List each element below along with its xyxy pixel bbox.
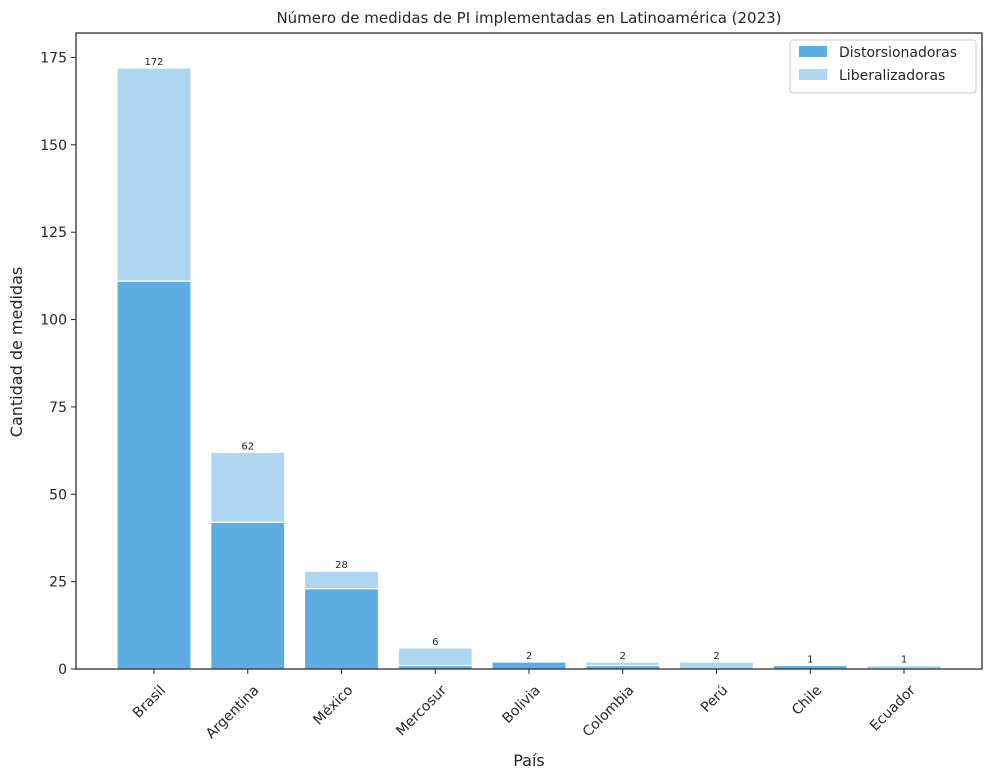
bar-liberalizadoras <box>303 570 380 590</box>
x-tick-label: Brasil <box>130 683 169 722</box>
bar-distorsionadoras <box>303 588 380 670</box>
bar-total-label: 62 <box>241 441 254 452</box>
y-tick-label: 0 <box>58 662 67 678</box>
bar-liberalizadoras <box>210 451 286 523</box>
bar-total-label: 2 <box>713 651 719 662</box>
x-tick-label: Perú <box>698 683 731 716</box>
bar-total-label: 1 <box>807 655 813 666</box>
plot-frame <box>75 32 983 670</box>
legend-box <box>789 39 977 94</box>
x-tick-label: Argentina <box>203 683 263 743</box>
y-tick-label: 175 <box>40 50 67 66</box>
legend-swatch <box>799 46 827 57</box>
legend-label: Distorsionadoras <box>839 45 957 61</box>
y-tick-label: 50 <box>49 487 67 503</box>
bar-total-label: 28 <box>335 560 348 571</box>
x-tick-label: Colombia <box>580 683 638 741</box>
legend-label: Liberalizadoras <box>839 68 945 84</box>
x-tick-label: Ecuador <box>867 682 919 734</box>
y-tick-label: 100 <box>40 313 67 329</box>
bar-liberalizadoras <box>116 67 192 282</box>
legend: Distorsionadoras Liberalizadoras <box>789 39 977 94</box>
y-axis: 0 25 50 75 100 125 150 175 <box>40 50 76 678</box>
y-axis-label: Cantidad de medidas <box>7 267 26 437</box>
bar-distorsionadoras <box>210 521 286 670</box>
bar-total-label: 2 <box>620 651 626 662</box>
bar-liberalizadoras <box>585 661 661 667</box>
bar-distorsionadoras <box>116 280 192 670</box>
y-tick-label: 125 <box>40 225 67 241</box>
x-axis: Brasil Argentina México Mercosur Bolivia Colo… <box>130 669 919 742</box>
bar-distorsionadoras <box>491 661 567 670</box>
bar-liberalizadoras <box>678 661 755 670</box>
x-tick-label: Mercosur <box>393 682 450 739</box>
y-tick-label: 25 <box>49 575 67 591</box>
legend-swatch <box>799 69 827 80</box>
y-tick-label: 150 <box>40 138 67 154</box>
x-tick-label: México <box>310 683 356 729</box>
y-tick-label: 75 <box>49 400 67 416</box>
bar-total-label: 172 <box>144 57 163 68</box>
chart-title: Número de medidas de PI implementadas en… <box>276 9 781 27</box>
bar-total-label: 1 <box>901 655 907 666</box>
x-axis-label: País <box>513 751 545 770</box>
x-tick-label: Bolivia <box>499 683 543 727</box>
bar-total-label: 2 <box>526 651 532 662</box>
bar-liberalizadoras <box>397 647 473 667</box>
bar-total-label: 6 <box>432 637 438 648</box>
x-tick-label: Chile <box>789 683 825 719</box>
